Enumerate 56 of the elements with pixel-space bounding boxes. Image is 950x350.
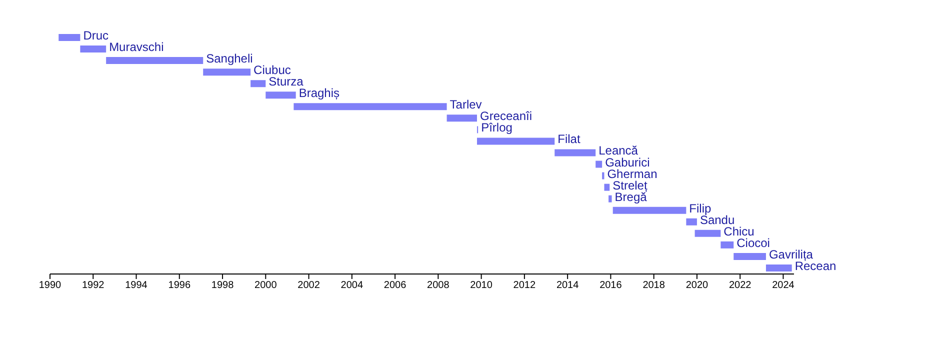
y-tick-label: Streleț bbox=[612, 178, 648, 192]
bar bbox=[106, 57, 204, 64]
x-tick-label: 2004 bbox=[340, 280, 364, 292]
x-tick-label: 2018 bbox=[642, 280, 666, 292]
x-tick-label: 1992 bbox=[82, 280, 105, 292]
x-tick-label: 2002 bbox=[298, 280, 320, 292]
y-tick-label: Druc bbox=[83, 28, 109, 42]
bar bbox=[250, 80, 266, 88]
x-tick-label: 2008 bbox=[427, 280, 450, 292]
y-tick-label: Greceanîi bbox=[480, 109, 532, 124]
y-tick-label: Ciocoi bbox=[736, 236, 770, 250]
bar bbox=[604, 184, 610, 191]
y-tick-label: Gaburici bbox=[605, 155, 650, 170]
y-tick-label: Sangheli bbox=[206, 52, 253, 66]
bar bbox=[80, 46, 106, 53]
y-tick-label: Filip bbox=[689, 201, 712, 216]
x-tick-label: 2006 bbox=[384, 280, 407, 292]
y-tick-label: Gherman bbox=[607, 166, 658, 181]
y-tick-label: Leancă bbox=[598, 144, 638, 158]
bar bbox=[266, 92, 296, 99]
bar bbox=[294, 103, 447, 110]
bar bbox=[686, 218, 697, 226]
bar bbox=[446, 114, 477, 122]
bar bbox=[734, 252, 766, 260]
y-tick-label: Gavrilița bbox=[768, 247, 814, 262]
x-tick-label: 1998 bbox=[211, 280, 234, 292]
bar bbox=[694, 230, 721, 237]
x-tick-label: 2024 bbox=[772, 280, 795, 292]
bar bbox=[720, 241, 734, 248]
bar bbox=[476, 138, 555, 145]
y-tick-label: Filat bbox=[558, 132, 581, 146]
y-tick-label: Muravschi bbox=[109, 40, 164, 54]
bar bbox=[612, 206, 686, 214]
y-tick-label: Chicu bbox=[724, 224, 754, 238]
bar bbox=[766, 264, 792, 272]
bar bbox=[58, 34, 80, 41]
bar bbox=[608, 195, 612, 202]
x-tick-label: 1990 bbox=[38, 280, 62, 292]
x-tick-label: 2014 bbox=[556, 280, 580, 292]
x-tick-label: 2000 bbox=[254, 280, 278, 292]
x-tick-label: 2010 bbox=[470, 280, 493, 292]
x-tick-label: 2012 bbox=[513, 280, 536, 292]
y-tick-label: Pîrlog bbox=[481, 120, 512, 135]
y-tick-label: Sturza bbox=[268, 74, 304, 89]
y-tick-label: Tarlev bbox=[450, 98, 482, 112]
bar bbox=[203, 68, 251, 76]
x-tick-label: 2022 bbox=[728, 280, 752, 292]
x-tick-label: 1996 bbox=[168, 280, 191, 292]
y-tick-label: Braghiș bbox=[298, 86, 340, 100]
bar bbox=[554, 149, 596, 156]
x-tick-label: 1994 bbox=[125, 280, 148, 292]
bar bbox=[596, 160, 602, 168]
x-tick-label: 2020 bbox=[686, 280, 709, 292]
x-tick-label: 2016 bbox=[600, 280, 622, 292]
y-tick-label: Ciubuc bbox=[254, 63, 291, 78]
y-tick-label: Sandu bbox=[700, 212, 735, 227]
